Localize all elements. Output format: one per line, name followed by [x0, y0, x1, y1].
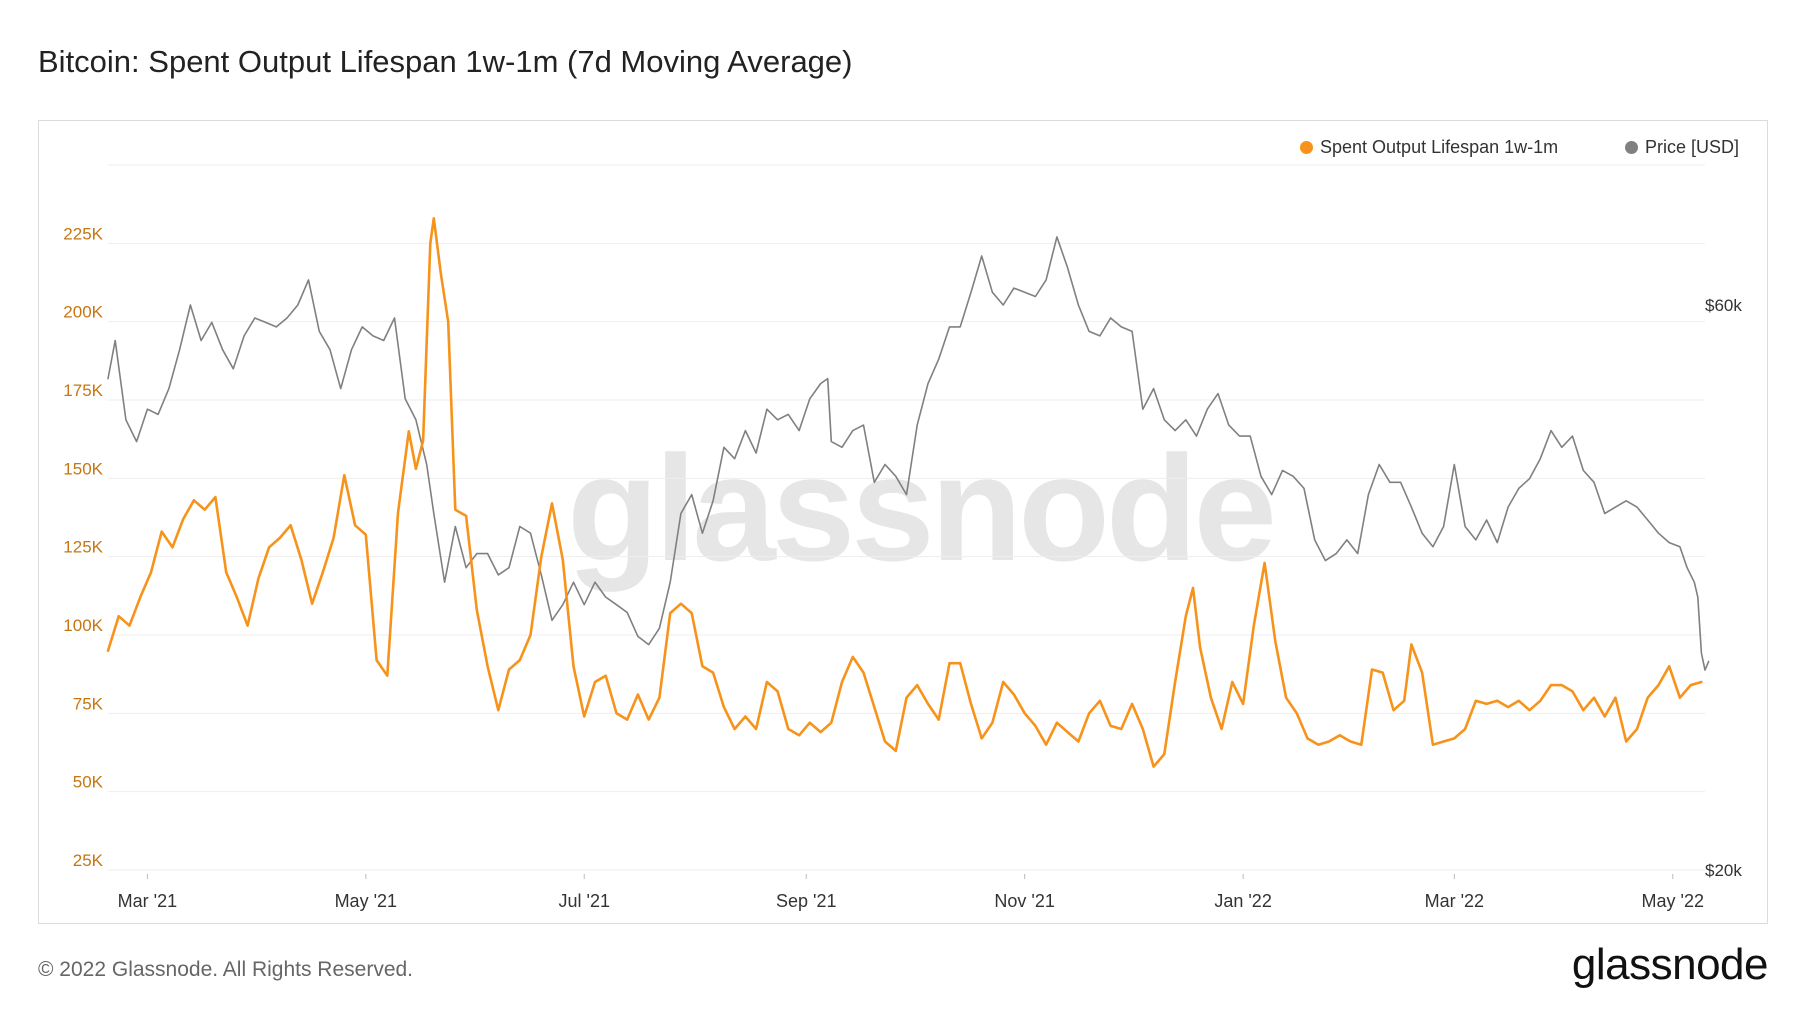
y-left-tick-label: 125K — [63, 538, 103, 557]
copyright-text: © 2022 Glassnode. All Rights Reserved. — [38, 958, 414, 981]
x-tick-label: Sep '21 — [776, 891, 837, 911]
legend-sopl-dot — [1300, 141, 1313, 154]
series-layer — [106, 217, 1710, 768]
glassnode-logo[interactable]: glassnode — [1571, 940, 1769, 989]
legend-sopl-label: Spent Output Lifespan 1w-1m — [1320, 137, 1559, 157]
page-title: Bitcoin: Spent Output Lifespan 1w-1m (7d… — [38, 44, 853, 79]
y-left-tick-label: 25K — [73, 851, 104, 870]
x-tick-label: Nov '21 — [994, 891, 1054, 911]
y-left-tick-label: 75K — [73, 694, 104, 713]
watermark: glassnode — [567, 424, 1273, 592]
y-left-tick-label: 175K — [63, 381, 103, 400]
price-series-line — [107, 236, 1710, 671]
x-axis: Mar '21 May '21 Jul '21 Sep '21 Nov '21 Jan '… — [118, 874, 1704, 911]
x-tick-label: Jan '22 — [1214, 891, 1271, 911]
y-left-tick-label: 150K — [63, 459, 103, 478]
legend-price[interactable]: Price [USD] — [1625, 137, 1739, 158]
y-left-tick-label: 200K — [63, 303, 103, 322]
y-right-tick-label: $20k — [1705, 861, 1742, 880]
y-left-tick-label: 100K — [63, 616, 103, 635]
x-tick-label: Mar '21 — [118, 891, 177, 911]
x-tick-label: May '21 — [335, 891, 397, 911]
y-right-tick-label: $60k — [1705, 296, 1742, 315]
y-left-tick-label: 50K — [73, 773, 104, 792]
sopl-series-line — [106, 217, 1703, 768]
x-tick-label: Jul '21 — [559, 891, 610, 911]
y-left-tick-label: 225K — [63, 224, 103, 243]
legend-price-dot — [1625, 141, 1638, 154]
legend-sopl[interactable]: Spent Output Lifespan 1w-1m — [1300, 137, 1558, 158]
x-tick-label: May '22 — [1642, 891, 1704, 911]
gridlines — [108, 164, 1705, 871]
x-tick-label: Mar '22 — [1425, 891, 1484, 911]
y-axis-left: 25K 50K 75K 100K 125K 150K 175K 200K 225K — [63, 224, 103, 870]
legend-price-label: Price [USD] — [1645, 137, 1740, 157]
chart-panel — [38, 120, 1768, 924]
y-axis-right: $20k $60k — [1705, 296, 1742, 880]
